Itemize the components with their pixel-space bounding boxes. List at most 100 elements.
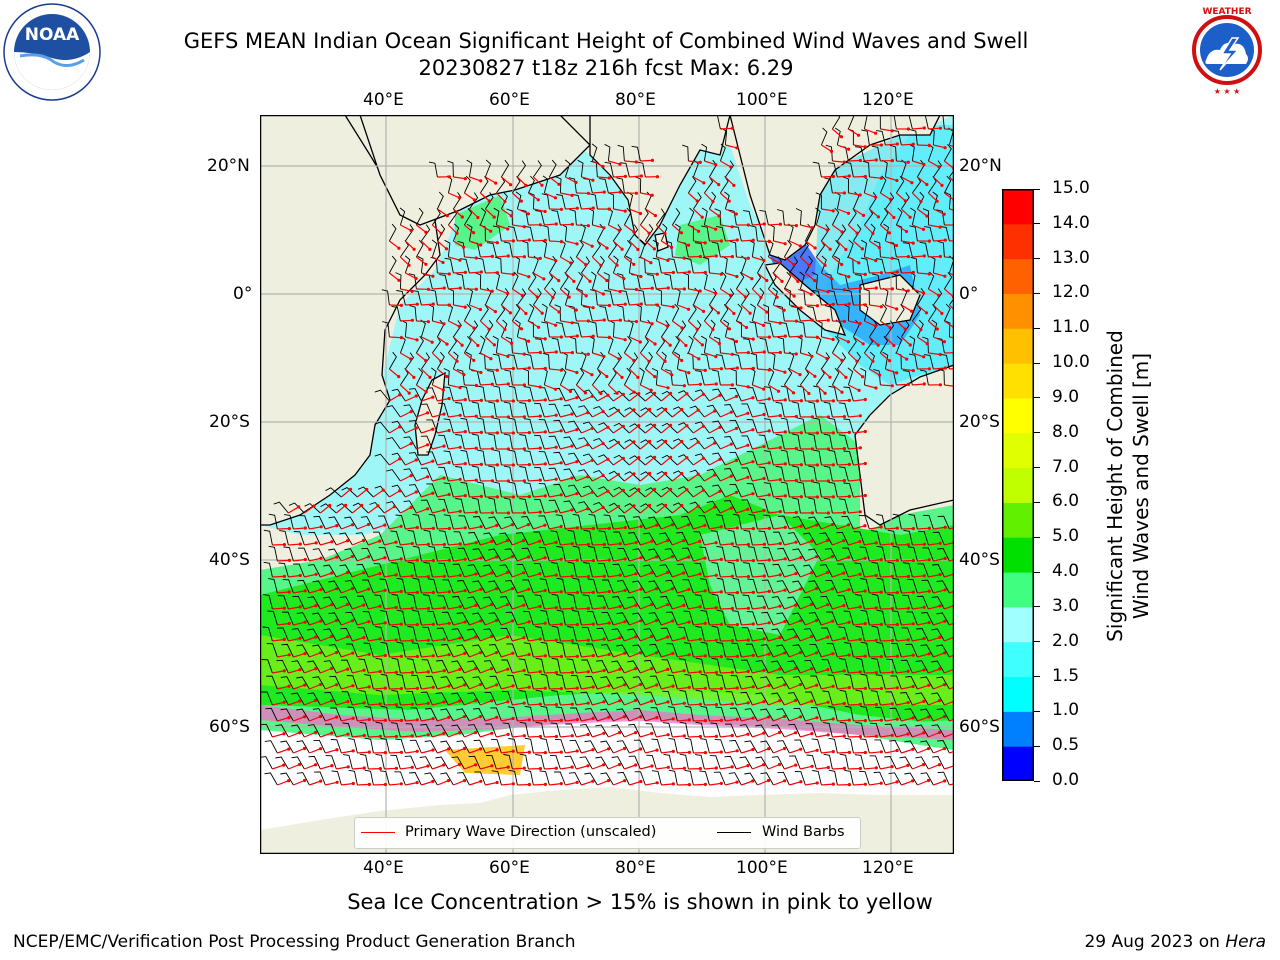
wave-direction-arrow bbox=[661, 588, 673, 594]
wind-barb bbox=[412, 577, 422, 594]
wave-direction-arrow bbox=[880, 543, 893, 546]
wave-direction-arrow bbox=[725, 459, 737, 466]
wave-direction-arrow bbox=[784, 447, 797, 450]
wind-barb bbox=[403, 436, 417, 450]
wave-direction-arrow bbox=[916, 304, 927, 314]
wave-direction-arrow-head bbox=[490, 447, 494, 451]
wind-barb bbox=[572, 610, 582, 626]
wave-direction-arrow bbox=[832, 767, 845, 770]
wave-direction-arrow-head bbox=[554, 477, 558, 481]
wind-barb bbox=[711, 625, 721, 642]
wave-direction-arrow bbox=[820, 368, 831, 378]
wave-direction-arrow-head bbox=[858, 605, 862, 609]
wind-barb bbox=[583, 562, 593, 578]
wind-barb bbox=[564, 287, 570, 306]
wave-direction-arrow-head bbox=[410, 670, 414, 675]
wave-direction-arrow-head bbox=[703, 368, 707, 372]
wave-direction-arrow-head bbox=[490, 539, 494, 543]
wave-direction-arrow bbox=[517, 653, 530, 658]
wave-direction-arrow bbox=[928, 605, 941, 610]
wave-direction-arrow-head bbox=[942, 747, 947, 751]
wind-barb bbox=[527, 272, 537, 290]
wave-direction-arrow-head bbox=[874, 734, 879, 738]
wave-direction-arrow bbox=[549, 783, 562, 786]
wind-barb bbox=[581, 256, 590, 274]
wave-direction-arrow-head bbox=[298, 636, 302, 640]
wave-direction-arrow-head bbox=[574, 180, 578, 185]
colorbar-tick-label: 9.0 bbox=[1052, 386, 1080, 407]
wave-direction-arrow bbox=[805, 556, 817, 562]
wave-direction-arrow-head bbox=[329, 634, 334, 639]
wave-direction-arrow bbox=[741, 591, 754, 594]
wave-direction-arrow bbox=[453, 747, 465, 754]
wind-barb bbox=[624, 439, 641, 450]
wave-direction-arrow-head bbox=[302, 778, 307, 783]
wave-direction-arrow bbox=[821, 653, 834, 658]
wave-direction-arrow bbox=[452, 336, 463, 346]
wave-direction-arrow-head bbox=[879, 143, 884, 147]
wave-direction-arrow-head bbox=[762, 387, 766, 391]
wave-direction-arrow-head bbox=[463, 526, 467, 530]
wave-direction-arrow-head bbox=[397, 246, 401, 250]
wave-direction-arrow-head bbox=[783, 430, 787, 434]
wave-direction-arrow-head bbox=[522, 225, 526, 229]
wind-barb bbox=[436, 224, 446, 242]
wind-barb bbox=[695, 370, 705, 386]
wave-direction-arrow bbox=[869, 176, 882, 179]
wave-direction-arrow-head bbox=[664, 471, 668, 475]
wave-direction-arrow bbox=[336, 766, 349, 770]
wave-direction-arrow-head bbox=[863, 303, 868, 307]
wind-barb bbox=[870, 722, 881, 738]
wind-barb bbox=[277, 595, 289, 610]
wind-barb bbox=[405, 352, 415, 370]
wind-barb bbox=[643, 532, 657, 546]
wave-direction-arrow-head bbox=[730, 255, 734, 259]
wind-barb bbox=[813, 417, 822, 434]
wave-direction-arrow-head bbox=[828, 247, 832, 251]
wind-barb bbox=[380, 673, 390, 690]
wind-barb bbox=[452, 563, 465, 578]
wave-direction-arrow bbox=[501, 524, 513, 530]
wave-direction-arrow bbox=[453, 652, 465, 658]
wave-direction-arrow-head bbox=[303, 715, 307, 719]
wave-direction-arrow bbox=[853, 272, 866, 275]
wind-barb bbox=[323, 628, 337, 642]
wave-direction-arrow bbox=[805, 684, 817, 690]
wind-barb bbox=[483, 660, 497, 674]
wind-barb bbox=[508, 449, 518, 466]
wave-direction-arrow bbox=[869, 304, 882, 308]
wave-direction-arrow bbox=[736, 320, 747, 329]
wind-barb bbox=[681, 547, 694, 562]
wind-barb bbox=[664, 516, 678, 530]
wave-direction-arrow-head bbox=[618, 636, 622, 640]
wave-direction-arrow bbox=[320, 572, 332, 578]
wave-direction-arrow bbox=[431, 352, 442, 362]
wind-barb bbox=[895, 304, 905, 322]
wave-direction-arrow-head bbox=[783, 525, 787, 529]
wave-direction-arrow-head bbox=[378, 637, 382, 641]
wave-direction-arrow-head bbox=[575, 686, 579, 690]
wave-direction-arrow bbox=[932, 304, 943, 314]
wave-direction-arrow bbox=[868, 208, 879, 218]
wave-direction-arrow-head bbox=[926, 747, 931, 751]
wind-barb bbox=[743, 562, 753, 578]
wave-direction-arrow bbox=[928, 255, 941, 258]
wave-direction-arrow-head bbox=[559, 493, 563, 497]
wave-direction-arrow bbox=[848, 128, 859, 136]
wave-direction-arrow-head bbox=[319, 779, 323, 783]
wave-direction-arrow bbox=[581, 207, 594, 210]
wind-barb bbox=[931, 319, 938, 338]
wind-barb bbox=[263, 529, 273, 546]
wave-direction-arrow-head bbox=[472, 198, 476, 202]
wave-direction-arrow-head bbox=[861, 375, 865, 379]
wave-direction-arrow-head bbox=[622, 746, 627, 751]
wave-direction-arrow bbox=[917, 590, 930, 594]
wave-direction-arrow-head bbox=[922, 542, 927, 546]
wave-direction-arrow-head bbox=[762, 476, 766, 481]
wave-direction-arrow-head bbox=[490, 382, 494, 386]
wave-direction-arrow-head bbox=[895, 178, 899, 183]
wind-barb bbox=[595, 660, 609, 674]
wind-barb bbox=[493, 385, 502, 402]
wave-direction-arrow-head bbox=[474, 478, 478, 482]
wind-barb bbox=[756, 287, 765, 306]
